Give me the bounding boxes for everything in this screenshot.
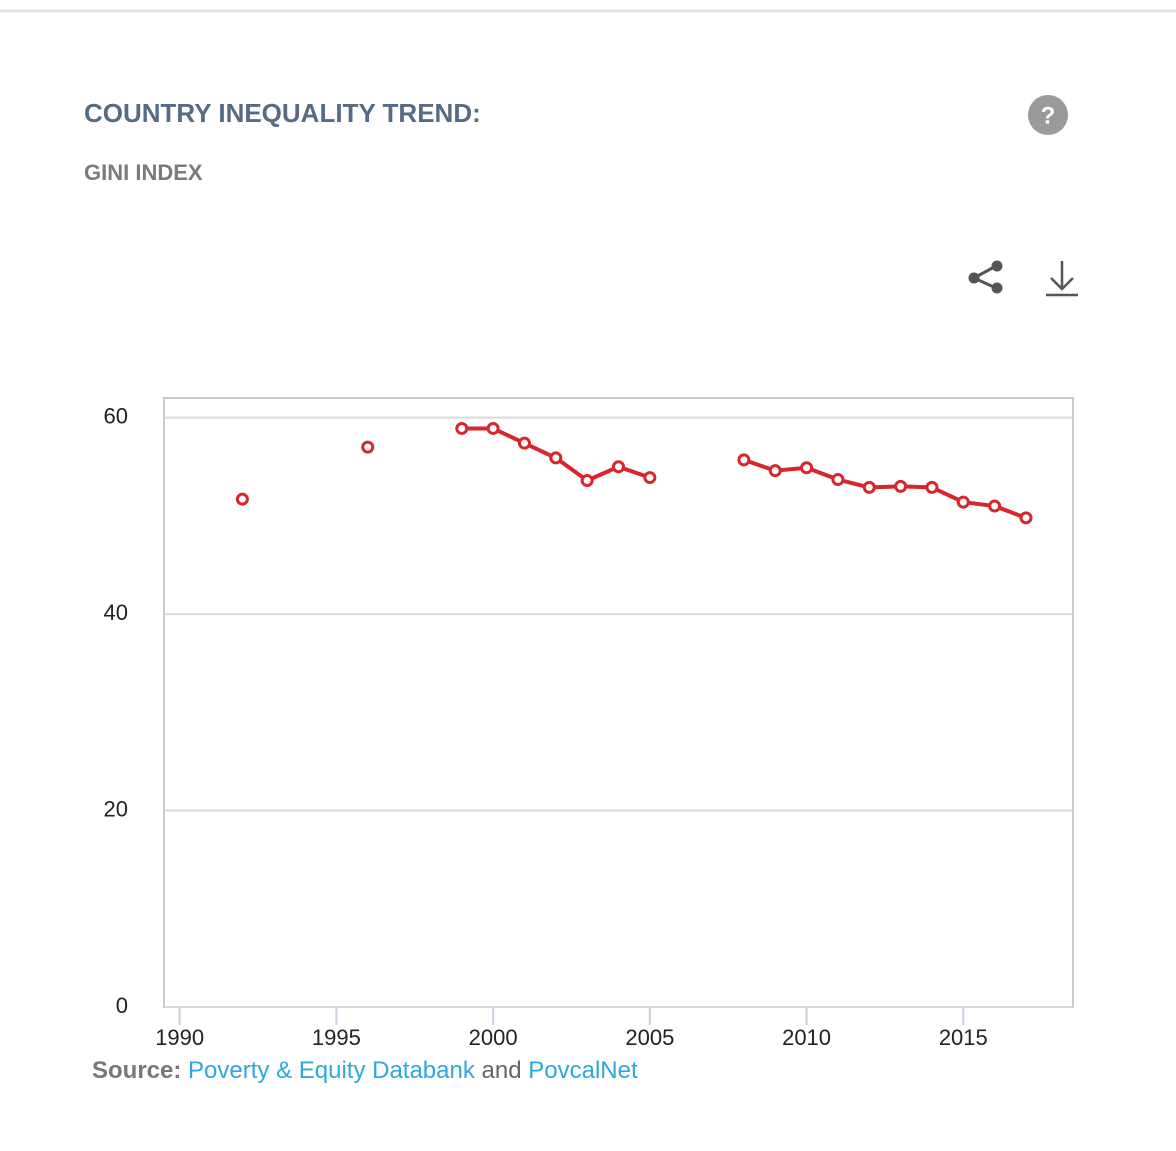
source-joiner: and — [482, 1057, 522, 1084]
data-point — [361, 440, 375, 454]
data-point — [455, 421, 469, 435]
source-link[interactable]: PovcalNet — [528, 1057, 638, 1084]
x-tick-label: 1990 — [155, 1025, 204, 1050]
source-link[interactable]: Poverty & Equity Databank — [188, 1057, 476, 1084]
data-point — [549, 451, 563, 465]
data-point — [988, 499, 1002, 513]
data-point — [643, 471, 657, 485]
data-point — [956, 495, 970, 509]
data-point — [862, 480, 876, 494]
help-button[interactable]: ? — [1028, 95, 1068, 135]
data-point — [831, 473, 845, 487]
source-line: Source: Poverty & Equity Databank and Po… — [92, 1057, 638, 1084]
data-point — [800, 461, 814, 475]
x-tick-label: 2005 — [625, 1025, 674, 1050]
data-point — [737, 453, 751, 467]
data-point — [768, 464, 782, 478]
x-tick-label: 2015 — [939, 1025, 988, 1050]
x-tick-label: 2010 — [782, 1025, 831, 1050]
data-point — [925, 480, 939, 494]
series-line — [461, 426, 1027, 520]
y-tick-label: 20 — [104, 796, 128, 821]
download-button[interactable] — [1046, 261, 1078, 297]
data-point — [580, 474, 594, 488]
share-button[interactable] — [968, 260, 1003, 294]
y-tick-label: 0 — [116, 993, 128, 1018]
source-label: Source: — [92, 1057, 181, 1084]
x-tick-label: 2000 — [469, 1025, 518, 1050]
y-tick-label: 40 — [104, 600, 128, 625]
chart-title: COUNTRY INEQUALITY TREND: — [84, 98, 481, 128]
data-point — [612, 460, 625, 474]
data-point — [486, 421, 500, 435]
data-point — [517, 436, 531, 450]
help-glyph: ? — [1041, 102, 1056, 129]
help-icon — [1028, 95, 1068, 135]
plot-area: 0 20 40 60 1990 1995 2000 2005 2010 2015 — [104, 397, 1074, 1050]
y-tick-label: 60 — [104, 403, 128, 428]
data-point — [235, 492, 249, 506]
data-point — [894, 479, 908, 493]
data-point — [1019, 511, 1033, 525]
x-tick-label: 1995 — [312, 1025, 361, 1050]
chart-subtitle: GINI INDEX — [84, 160, 203, 185]
